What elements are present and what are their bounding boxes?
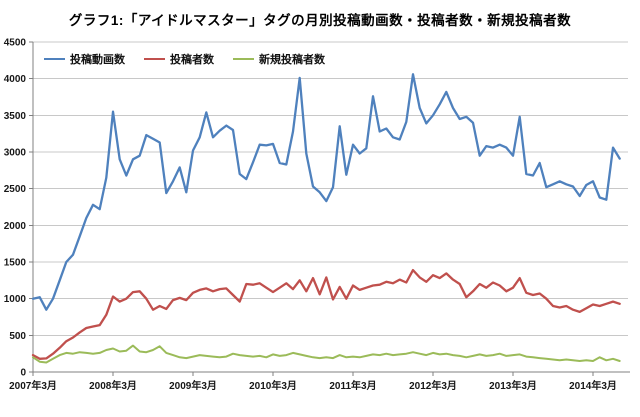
legend-label-new-posters: 新規投稿者数: [259, 54, 325, 66]
series-line-0: [31, 73, 621, 311]
x-axis-label: 2013年3月: [489, 379, 537, 392]
y-axis-label: 2500: [4, 184, 27, 195]
y-axis-label: 3000: [4, 148, 27, 159]
series-line-1: [31, 268, 621, 360]
legend-label-posters: 投稿者数: [170, 54, 214, 66]
y-axis-label: 3500: [4, 111, 27, 122]
legend-line-posters-icon: [144, 58, 165, 60]
chart-title: グラフ1:「アイドルマスター」タグの月別投稿動画数・投稿者数・新規投稿者数: [68, 13, 572, 28]
series-line-2: [32, 344, 621, 364]
legend-item-posters: 投稿者数: [144, 51, 214, 67]
x-axis-label: 2011年3月: [329, 379, 376, 392]
y-axis-label: 2000: [4, 221, 27, 232]
y-axis-label: 0: [20, 368, 26, 379]
y-axis-label: 1500: [4, 258, 27, 269]
y-axis-label: 4500: [4, 38, 27, 49]
y-axis-label: 4000: [4, 74, 27, 85]
y-axis-label: 500: [9, 331, 26, 342]
chart-legend: 投稿動画数 投稿者数 新規投稿者数: [44, 51, 325, 67]
legend-line-videos-icon: [44, 58, 65, 60]
x-axis-label: 2010年3月: [249, 379, 297, 392]
x-axis-label: 2007年3月: [9, 379, 57, 392]
x-axis-label: 2012年3月: [409, 379, 457, 392]
x-axis-label: 2014年3月: [569, 379, 617, 392]
legend-item-videos: 投稿動画数: [44, 51, 125, 67]
legend-item-new-posters: 新規投稿者数: [233, 51, 325, 67]
legend-line-new-posters-icon: [233, 58, 254, 60]
legend-label-videos: 投稿動画数: [70, 54, 125, 66]
y-axis-label: 1000: [4, 294, 27, 305]
x-axis-label: 2008年3月: [89, 379, 137, 392]
x-axis-label: 2009年3月: [169, 379, 217, 392]
